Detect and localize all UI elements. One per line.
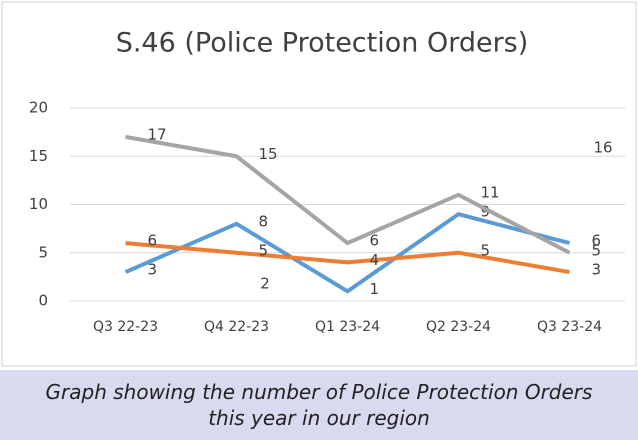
x-tick-label: Q4 22-23	[204, 319, 269, 335]
caption: Graph showing the number of Police Prote…	[45, 380, 593, 430]
data-label: 6	[370, 232, 380, 250]
data-label: 15	[259, 145, 278, 163]
data-label: 6	[148, 232, 158, 250]
y-tick-label: 10	[29, 195, 48, 213]
chart-frame	[1, 1, 637, 367]
x-tick-label: Q2 23-24	[426, 319, 491, 335]
x-tick-label: Q3 22-23	[93, 319, 158, 335]
data-label: 17	[148, 125, 167, 143]
annotation: 2	[260, 275, 270, 293]
y-tick-label: 5	[38, 243, 48, 261]
caption-box: Graph showing the number of Police Prote…	[0, 370, 638, 440]
data-label: 4	[370, 251, 380, 269]
data-label: 9	[481, 203, 491, 221]
x-tick-label: Q1 23-24	[315, 319, 380, 335]
annotation: 16	[593, 139, 612, 157]
series-line	[124, 212, 571, 294]
y-tick-label: 0	[38, 292, 48, 310]
data-label: 3	[592, 261, 602, 279]
chart-title: S.46 (Police Protection Orders)	[116, 28, 529, 59]
data-label: 5	[481, 241, 491, 259]
data-label: 1	[370, 280, 380, 298]
y-tick-label: 15	[29, 147, 48, 165]
data-label: 3	[148, 261, 158, 279]
data-label: 5	[259, 241, 269, 259]
chart: S.46 (Police Protection Orders) 05101520…	[1, 1, 637, 367]
data-label: 5	[592, 241, 602, 259]
series-line	[125, 134, 571, 255]
series-line	[125, 241, 570, 275]
data-label: 6	[592, 232, 602, 250]
data-label: 8	[259, 212, 269, 230]
data-label: 11	[481, 183, 500, 201]
y-tick-label: 20	[29, 99, 48, 117]
x-tick-label: Q3 23-24	[537, 319, 602, 335]
